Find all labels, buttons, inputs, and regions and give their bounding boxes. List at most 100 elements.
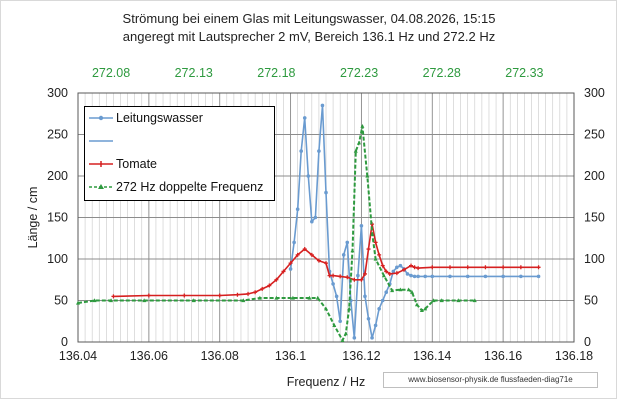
y-tick-label-left: 50: [54, 294, 68, 308]
data-point-leitungswasser: [324, 190, 328, 195]
series-tomate: [111, 222, 541, 299]
data-point-tomate: [295, 252, 300, 257]
data-point-tomate: [380, 263, 385, 268]
data-point-tomate: [401, 267, 406, 272]
data-point-leitungswasser: [398, 263, 403, 268]
data-point-tomate: [373, 240, 378, 245]
x-tick-label: 136.1: [275, 349, 306, 363]
series-leitungswasser: [288, 103, 541, 340]
data-point-leitungswasser: [423, 274, 428, 279]
data-point-272-hz-doppelte-frequenz: [76, 300, 80, 305]
data-point-272-hz-doppelte-frequenz: [409, 290, 414, 294]
x-tick-label: 136.14: [413, 349, 451, 363]
data-point-leitungswasser: [373, 323, 378, 328]
data-point-272-hz-doppelte-frequenz: [406, 287, 411, 292]
data-point-leitungswasser: [395, 265, 399, 270]
data-point-leitungswasser: [483, 274, 488, 279]
y-tick-label-right: 100: [584, 252, 605, 266]
data-point-272-hz-doppelte-frequenz: [350, 248, 355, 253]
data-point-272-hz-doppelte-frequenz: [332, 323, 337, 327]
legend-swatch-272hz: [89, 184, 113, 189]
data-point-272-hz-doppelte-frequenz: [241, 298, 246, 303]
data-point-tomate: [217, 293, 222, 298]
data-point-272-hz-doppelte-frequenz: [373, 256, 378, 261]
legend: Leitungswasser Tomate 272 Hz doppelte Fr…: [84, 106, 275, 201]
data-point-leitungswasser: [334, 294, 339, 299]
credit-text: www.biosensor-physik.de flussfaeden-diag…: [383, 372, 598, 388]
y-tick-label-left: 300: [47, 86, 68, 100]
data-point-272-hz-doppelte-frequenz: [456, 298, 461, 303]
chart-title: Strömung bei einem Glas mit Leitungswass…: [0, 10, 618, 46]
data-point-leitungswasser: [377, 307, 381, 311]
data-point-tomate: [253, 290, 258, 295]
data-point-leitungswasser: [331, 282, 335, 286]
data-point-tomate: [430, 265, 435, 270]
data-point-leitungswasser: [317, 149, 321, 153]
data-point-tomate: [394, 271, 399, 276]
data-point-272-hz-doppelte-frequenz: [414, 302, 419, 307]
data-point-leitungswasser: [288, 267, 293, 271]
data-point-tomate: [518, 265, 523, 270]
data-point-272-hz-doppelte-frequenz: [431, 298, 436, 303]
data-point-272-hz-doppelte-frequenz: [439, 298, 444, 303]
data-point-tomate: [366, 247, 371, 252]
top-x-tick-label: 272.13: [175, 66, 213, 80]
data-point-leitungswasser: [313, 215, 318, 220]
data-point-leitungswasser: [391, 269, 396, 274]
data-point-tomate: [448, 265, 452, 270]
data-point-tomate: [345, 275, 350, 280]
data-point-leitungswasser: [416, 274, 420, 279]
data-point-tomate: [324, 261, 328, 266]
top-x-tick-label: 272.08: [92, 66, 130, 80]
chart-title-line-1: Strömung bei einem Glas mit Leitungswass…: [122, 11, 496, 26]
data-point-272-hz-doppelte-frequenz: [340, 338, 345, 342]
data-point-leitungswasser: [359, 224, 364, 228]
data-point-leitungswasser: [384, 290, 389, 295]
data-point-leitungswasser: [501, 274, 505, 279]
data-point-leitungswasser: [356, 273, 360, 278]
data-point-tomate: [338, 274, 343, 279]
top-x-tick-label: 272.18: [257, 66, 295, 80]
data-point-272-hz-doppelte-frequenz: [390, 288, 395, 293]
data-point-leitungswasser: [345, 240, 350, 245]
data-point-272-hz-doppelte-frequenz: [274, 295, 279, 300]
data-point-tomate: [416, 266, 421, 271]
data-point-272-hz-doppelte-frequenz: [370, 231, 375, 236]
data-point-leitungswasser: [292, 240, 296, 245]
data-point-272-hz-doppelte-frequenz: [307, 295, 312, 300]
data-point-leitungswasser: [310, 219, 314, 224]
data-point-tomate: [536, 265, 541, 270]
y-tick-label-right: 200: [584, 169, 605, 183]
data-point-272-hz-doppelte-frequenz: [343, 331, 348, 336]
data-point-272-hz-doppelte-frequenz: [381, 273, 386, 278]
y-tick-label-right: 300: [584, 86, 605, 100]
data-point-leitungswasser: [302, 116, 307, 120]
series-layer: [76, 103, 541, 342]
y-tick-label-left: 0: [61, 335, 68, 349]
x-tick-label: 136.04: [59, 349, 97, 363]
data-point-leitungswasser: [380, 298, 385, 303]
data-point-tomate: [182, 293, 187, 298]
legend-label-tomate: Tomate: [116, 157, 157, 171]
data-point-272-hz-doppelte-frequenz: [191, 298, 196, 303]
data-point-leitungswasser: [430, 274, 435, 279]
data-point-tomate: [246, 291, 251, 296]
data-point-leitungswasser: [363, 294, 367, 299]
x-tick-label: 136.08: [201, 349, 239, 363]
data-point-272-hz-doppelte-frequenz: [353, 148, 358, 153]
data-point-272-hz-doppelte-frequenz: [357, 140, 362, 145]
y-tick-label-right: 250: [584, 128, 605, 142]
data-point-tomate: [327, 273, 332, 278]
plot-area-border: [77, 92, 575, 343]
data-point-leitungswasser: [352, 336, 357, 340]
data-point-272-hz-doppelte-frequenz: [360, 124, 365, 128]
data-point-leitungswasser: [370, 336, 374, 340]
y-tick-label-left: 150: [47, 211, 68, 225]
data-point-tomate: [146, 293, 151, 298]
axes-layer: [77, 92, 575, 343]
data-point-tomate: [288, 261, 293, 266]
data-point-272-hz-doppelte-frequenz: [472, 298, 477, 303]
data-point-tomate: [352, 277, 357, 282]
y-tick-label-right: 50: [584, 294, 598, 308]
y-tick-label-right: 0: [584, 335, 591, 349]
